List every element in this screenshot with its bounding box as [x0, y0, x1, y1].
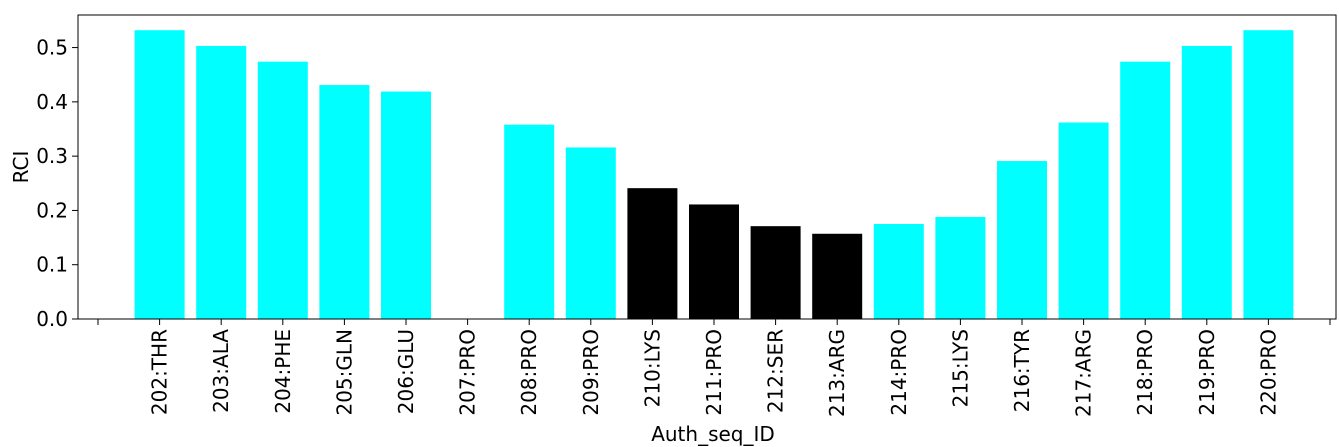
y-tick-label: 0.1 — [36, 253, 68, 277]
y-tick-label: 0.2 — [36, 198, 68, 222]
bar-210-lys — [627, 188, 678, 319]
y-axis-label: RCI — [9, 151, 33, 184]
bar-216-tyr — [997, 161, 1047, 319]
x-tick-label: 215:LYS — [948, 329, 972, 407]
x-tick-label: 217:ARG — [1072, 329, 1096, 417]
x-tick-label: 211:PRO — [702, 329, 726, 416]
bars-group — [134, 30, 1294, 320]
y-axis: 0.0 0.1 0.2 0.3 0.4 0.5 — [36, 36, 78, 331]
bar-217-arg — [1058, 122, 1109, 320]
bar-220-pro — [1243, 30, 1294, 319]
x-tick-label: 205:GLN — [332, 329, 356, 416]
bar-212-ser — [750, 226, 801, 319]
x-tick-label: 203:ALA — [209, 329, 233, 413]
bar-205-gln — [319, 85, 370, 319]
bar-214-pro — [873, 224, 924, 319]
plot-frame — [77, 14, 1337, 320]
x-tick-label: 204:PHE — [271, 329, 295, 414]
x-tick-label: 207:PRO — [456, 329, 480, 416]
x-tick-label: 208:PRO — [517, 329, 541, 416]
bar-213-arg — [812, 233, 863, 319]
bar-208-pro — [504, 124, 555, 319]
y-tick-label: 0.0 — [36, 307, 68, 331]
x-tick-label: 212:SER — [764, 329, 788, 413]
bar-211-pro — [689, 204, 739, 319]
bar-219-pro — [1181, 45, 1232, 319]
bar-209-pro — [565, 147, 616, 319]
y-tick-label: 0.4 — [36, 90, 68, 114]
x-axis-label: Auth_seq_ID — [651, 422, 775, 446]
x-tick-label: 218:PRO — [1133, 329, 1157, 416]
bar-218-pro — [1120, 61, 1171, 319]
bar-204-phe — [257, 61, 308, 319]
bar-206-glu — [381, 91, 431, 319]
x-axis: 202:THR 203:ALA 204:PHE 205:GLN 206:GLU 207:P… — [97, 319, 1331, 417]
y-tick-label: 0.5 — [36, 36, 68, 60]
bar-202-thr — [134, 30, 185, 319]
y-tick-label: 0.3 — [36, 144, 68, 168]
x-tick-label: 216:TYR — [1010, 329, 1034, 412]
x-tick-label: 219:PRO — [1195, 329, 1219, 416]
x-tick-label: 214:PRO — [887, 329, 911, 416]
x-tick-label: 202:THR — [148, 329, 172, 415]
x-tick-label: 213:ARG — [825, 329, 849, 417]
bar-203-ala — [196, 45, 247, 319]
bar-215-lys — [935, 216, 986, 319]
x-tick-label: 210:LYS — [640, 329, 664, 407]
x-tick-label: 209:PRO — [579, 329, 603, 416]
x-tick-label: 220:PRO — [1256, 329, 1280, 416]
x-tick-label: 206:GLU — [394, 329, 418, 414]
